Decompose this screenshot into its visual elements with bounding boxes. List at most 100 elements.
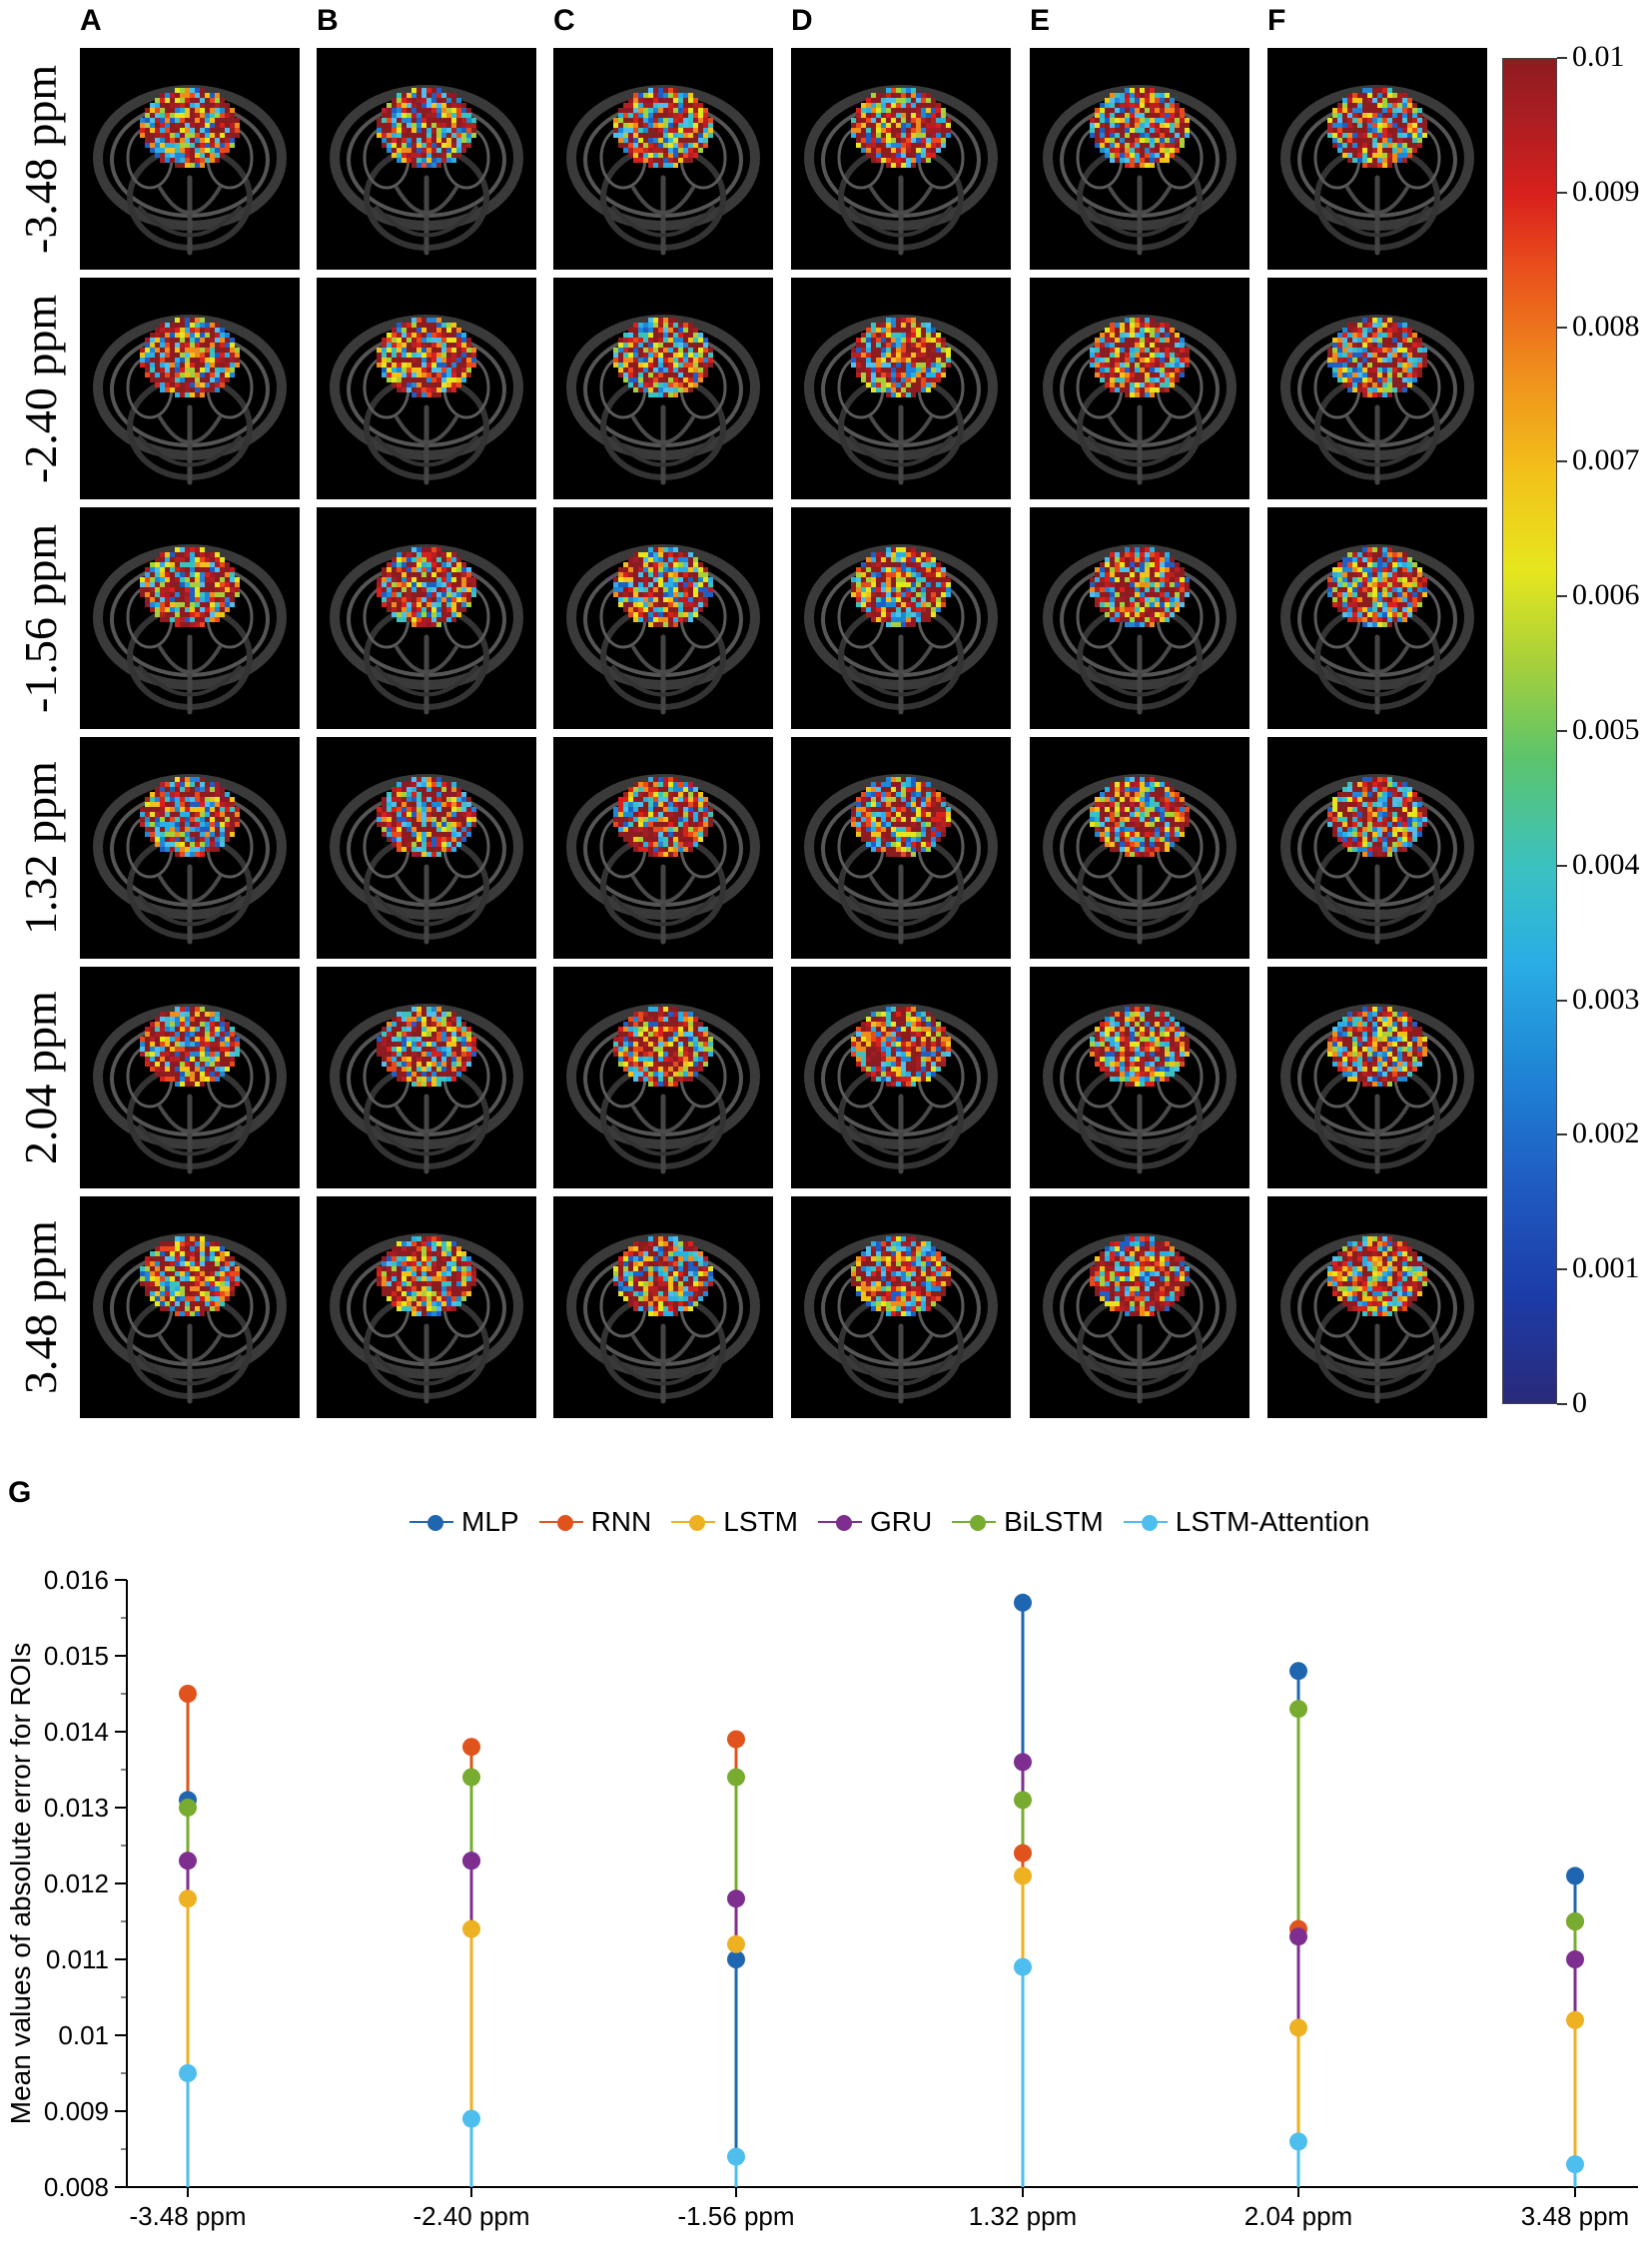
legend-label: LSTM — [723, 1506, 798, 1537]
colorbar-tick-label: 0.009 — [1572, 174, 1640, 208]
data-point — [1566, 1867, 1584, 1885]
y-tick-label: 0.014 — [44, 1717, 109, 1747]
colorbar-tick-label: 0.007 — [1572, 443, 1640, 477]
colorbar — [1502, 58, 1557, 1404]
legend-item: MLP — [410, 1506, 519, 1538]
data-point — [462, 1919, 480, 1938]
error-map-image — [317, 507, 536, 729]
error-map-image — [1030, 737, 1249, 959]
colorbar-tick — [1557, 191, 1567, 194]
error-map-image — [80, 967, 300, 1188]
colorbar-tick — [1557, 595, 1567, 598]
data-point — [1014, 1844, 1032, 1863]
x-tick-label: 3.48 ppm — [1521, 2201, 1629, 2231]
row-label: 2.04 ppm — [15, 991, 66, 1164]
legend-swatch — [1123, 1509, 1168, 1535]
error-map-image — [1267, 48, 1487, 270]
legend-item: BiLSTM — [952, 1506, 1104, 1538]
legend-label: BiLSTM — [1004, 1506, 1104, 1537]
legend-swatch — [538, 1509, 583, 1535]
error-map-image — [80, 737, 300, 959]
colorbar-tick-label: 0.003 — [1572, 982, 1640, 1016]
legend-label: RNN — [590, 1506, 652, 1537]
scatter-chart: 0.016 0.015 0.014 0.013 0.012 0.011 0.01 0.009 0… — [5, 1565, 1638, 2231]
error-map-image — [553, 48, 773, 270]
y-tick-label: 0.016 — [44, 1565, 109, 1595]
data-point — [179, 2064, 197, 2082]
y-tick-label: 0.011 — [46, 1944, 109, 1974]
row-label: -1.56 ppm — [15, 523, 66, 713]
data-point — [1289, 2132, 1307, 2151]
y-tick-label: 0.013 — [44, 1793, 109, 1823]
error-map-image — [1030, 1196, 1249, 1418]
error-map-image — [1267, 967, 1487, 1188]
panel-letter-c: C — [553, 4, 575, 37]
error-map-image — [80, 507, 300, 729]
row-label: -2.40 ppm — [15, 294, 66, 483]
y-tick-label: 0.009 — [44, 2096, 109, 2126]
error-map-image — [317, 48, 536, 270]
error-map-image — [80, 48, 300, 270]
x-tick-label: 2.04 ppm — [1244, 2201, 1352, 2231]
x-tick-label: -2.40 ppm — [413, 2201, 529, 2231]
data-point — [179, 1889, 197, 1908]
y-axis-label: Mean values of absolute error for ROIs — [5, 1643, 36, 2124]
data-point — [727, 1889, 745, 1908]
data-point — [1014, 1957, 1032, 1976]
data-point — [462, 1852, 480, 1871]
data-point — [1014, 1593, 1032, 1612]
colorbar-tick-label: 0 — [1572, 1386, 1587, 1419]
error-map-image — [553, 278, 773, 499]
colorbar-tick-label: 0.01 — [1572, 40, 1625, 73]
legend-item: GRU — [817, 1506, 933, 1538]
error-map-image — [317, 737, 536, 959]
colorbar-tick-label: 0.005 — [1572, 713, 1640, 746]
legend-label: GRU — [869, 1506, 933, 1537]
error-map-image — [317, 278, 536, 499]
colorbar-tick — [1557, 999, 1567, 1002]
data-point — [1566, 2010, 1584, 2029]
colorbar-tick — [1557, 730, 1567, 732]
error-map-image — [1030, 967, 1249, 1188]
error-map-image — [1030, 507, 1249, 729]
legend-item: RNN — [538, 1506, 652, 1538]
error-map-image — [80, 1196, 300, 1418]
panel-letter-a: A — [80, 4, 102, 37]
y-tick-label: 0.015 — [44, 1641, 109, 1671]
data-point — [727, 1768, 745, 1787]
legend-item: LSTM-Attention — [1123, 1506, 1370, 1538]
error-map-image — [791, 507, 1011, 729]
data-point — [462, 1768, 480, 1787]
error-map-image — [1267, 278, 1487, 499]
colorbar-tick — [1557, 1268, 1567, 1271]
legend-swatch — [671, 1509, 716, 1535]
panel-letter-d: D — [791, 4, 813, 37]
data-point — [1289, 2018, 1307, 2037]
data-point — [1289, 1700, 1307, 1719]
error-map-image — [553, 1196, 773, 1418]
error-map-image — [1030, 278, 1249, 499]
legend: MLP RNN LSTM GRU BiLSTM LSTM-Attention — [410, 1506, 1389, 1538]
data-point — [179, 1685, 197, 1703]
error-map-image — [553, 507, 773, 729]
colorbar-tick-label: 0.006 — [1572, 578, 1640, 612]
error-map-image — [553, 737, 773, 959]
data-point — [727, 2147, 745, 2166]
x-tick-label: 1.32 ppm — [969, 2201, 1077, 2231]
row-label: -3.48 ppm — [15, 64, 66, 254]
error-map-image — [1267, 507, 1487, 729]
data-point — [1566, 1912, 1584, 1930]
error-map-image — [80, 278, 300, 499]
y-tick-label: 0.008 — [44, 2172, 109, 2202]
data-point — [1014, 1753, 1032, 1772]
data-point — [1566, 1950, 1584, 1968]
data-point — [727, 1934, 745, 1953]
error-map-image — [791, 967, 1011, 1188]
legend-swatch — [410, 1509, 453, 1535]
data-point — [1289, 1662, 1307, 1681]
row-label: 3.48 ppm — [15, 1220, 66, 1394]
legend-label: LSTM-Attention — [1175, 1506, 1370, 1537]
data-point — [462, 2109, 480, 2128]
legend-item: LSTM — [671, 1506, 798, 1538]
colorbar-tick — [1557, 460, 1567, 463]
